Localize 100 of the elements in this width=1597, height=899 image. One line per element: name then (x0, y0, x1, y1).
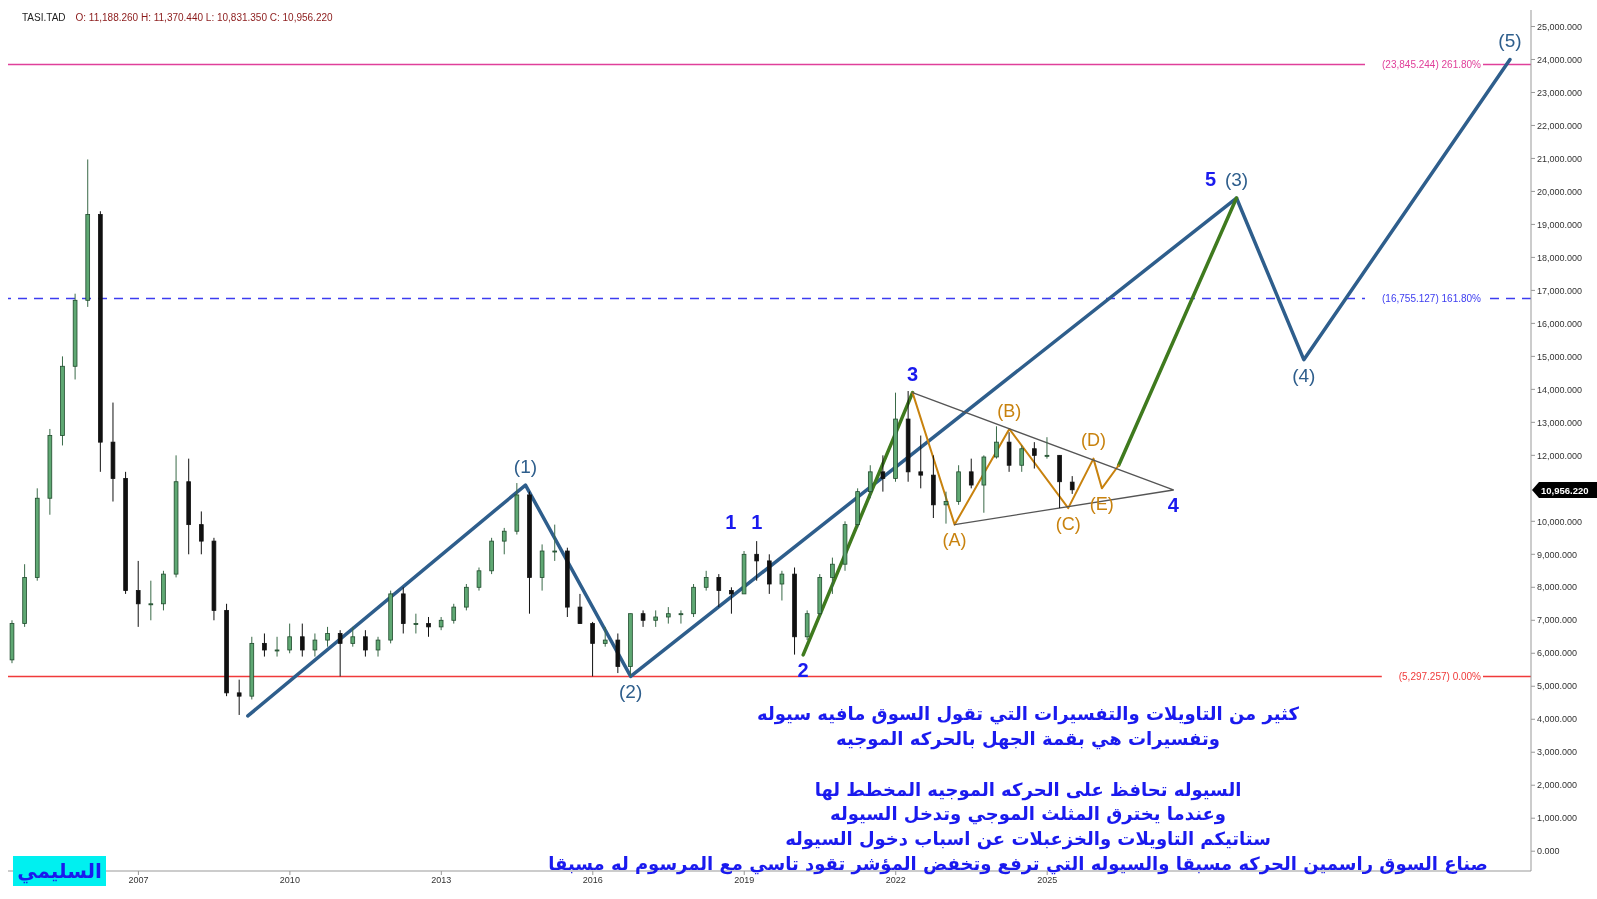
y-tick-label: 5,000.000 (1537, 681, 1578, 692)
candlestick (602, 626, 608, 648)
y-tick-label: 20,000.000 (1537, 186, 1583, 197)
x-tick-label: 2019 (734, 875, 755, 886)
y-tick-label: 3,000.000 (1537, 747, 1578, 758)
y-tick-label: 19,000.000 (1537, 219, 1583, 230)
candlestick (312, 632, 318, 658)
y-tick-label: 1,000.000 (1537, 813, 1578, 824)
annotation: السيوله تحافظ على الحركه الموجيه المخطط لها (813, 779, 1243, 801)
x-tick-label: 2025 (1037, 875, 1058, 886)
candlestick (552, 524, 558, 562)
y-tick-label: 24,000.000 (1537, 54, 1583, 65)
annotation: ستاتيكم التاويلات والخزعبلات عن اسباب دخول السيوله (784, 828, 1272, 850)
annotation: (D) (1080, 430, 1106, 451)
ref-line-label: (23,845.244) 261.80% (1382, 59, 1482, 71)
candlestick (640, 609, 646, 628)
y-tick-label: 25,000.000 (1537, 21, 1583, 32)
candlestick (350, 626, 356, 648)
candlestick (274, 636, 280, 658)
ref-line-label: (5,297.257) 0.00% (1398, 670, 1482, 682)
chart-title: TASI.TAD (22, 12, 66, 23)
y-tick-label: 6,000.000 (1537, 648, 1578, 659)
annotation: (2) (619, 681, 643, 703)
candlestick (767, 553, 772, 595)
y-tick-label: 18,000.000 (1537, 252, 1583, 263)
annotation: (4) (1292, 364, 1316, 386)
y-tick-label: 0.000 (1537, 846, 1560, 857)
candlestick (287, 623, 292, 654)
x-tick-label: 2010 (279, 875, 300, 886)
candlestick (779, 570, 785, 601)
candlestick (880, 454, 886, 493)
candlestick (375, 636, 381, 658)
annotation: (B) (997, 400, 1022, 421)
y-tick-label: 4,000.000 (1537, 714, 1578, 725)
y-tick-label: 23,000.000 (1537, 87, 1583, 98)
y-tick-label: 12,000.000 (1537, 450, 1583, 461)
candlestick (476, 567, 482, 592)
annotation: 5 (1204, 168, 1217, 191)
annotation: وتفسيرات هي بقمة الجهل بالحركه الموجيه (835, 728, 1221, 750)
y-tick-label: 22,000.000 (1537, 120, 1583, 131)
candlestick (363, 629, 368, 658)
y-tick-label: 9,000.000 (1537, 549, 1578, 560)
candlestick (867, 464, 873, 499)
candlestick (577, 593, 583, 625)
y-tick-label: 2,000.000 (1537, 780, 1578, 791)
x-tick-label: 2016 (582, 875, 603, 886)
candlestick (968, 458, 974, 489)
annotation: 1 (751, 511, 763, 534)
candlestick (148, 580, 154, 621)
annotation: 2 (797, 659, 809, 682)
candlestick (716, 573, 722, 608)
annotation: وعندما يخترق المثلث الموجي وتدخل السيوله (829, 803, 1227, 825)
candlestick (830, 557, 835, 595)
candlestick (943, 491, 949, 525)
candlestick (994, 425, 999, 460)
annotation: (1) (513, 456, 538, 478)
annotation: (A) (942, 530, 967, 551)
candlestick (1044, 436, 1050, 460)
x-tick-label: 2013 (431, 875, 452, 886)
candlestick (918, 435, 924, 489)
y-tick-label: 21,000.000 (1537, 153, 1583, 164)
candlestick (501, 527, 507, 555)
candlestick (703, 570, 709, 592)
annotation: 4 (1167, 494, 1180, 517)
candlestick (1019, 444, 1025, 473)
candlestick (678, 609, 684, 625)
candlestick (729, 586, 734, 615)
y-tick-label: 15,000.000 (1537, 351, 1583, 362)
annotation: 3 (906, 362, 919, 385)
y-tick-label: 14,000.000 (1537, 384, 1583, 395)
candlestick (590, 621, 595, 677)
ref-line-label: (16,755.127) 161.80% (1382, 292, 1482, 304)
chart-subtitle: O: 11,188.260 H: 11,370.440 L: 10,831.350 C: 10,956.220 (75, 12, 333, 23)
annotation: 1 (725, 511, 737, 534)
candlestick (262, 632, 267, 658)
candlestick (325, 626, 330, 648)
x-tick-label: 2007 (128, 875, 149, 886)
candlestick (413, 613, 419, 634)
annotation: (C) (1055, 513, 1081, 534)
candlestick (236, 679, 242, 716)
x-tick-label: 2022 (885, 875, 906, 886)
annotation: صناع السوق راسمين الحركه مسبقا والسيوله التي ترفع وتخفض المؤشر تقود تاسي مع المرسوم له مسبقا (548, 853, 1488, 875)
annotation: (3) (1224, 169, 1249, 191)
y-tick-label: 17,000.000 (1537, 285, 1583, 296)
annotation: كثير من التاويلات والتفسيرات التي تقول السوق مافيه سيوله (756, 703, 1300, 725)
y-tick-label: 10,000.000 (1537, 516, 1583, 527)
candlestick (1032, 441, 1037, 470)
price-tag: 10,956.220 (1532, 480, 1597, 499)
candlestick (804, 609, 810, 641)
candlestick (1006, 431, 1012, 473)
candlestick (754, 540, 759, 582)
y-tick-label: 7,000.000 (1537, 615, 1578, 626)
y-tick-label: 16,000.000 (1537, 318, 1583, 329)
candlestick (135, 560, 141, 628)
candlestick (451, 603, 457, 625)
candlestick (337, 629, 343, 677)
candlestick (426, 616, 431, 638)
annotation: السليمي (13, 856, 106, 886)
candlestick (464, 583, 469, 611)
y-tick-label: 13,000.000 (1537, 417, 1583, 428)
